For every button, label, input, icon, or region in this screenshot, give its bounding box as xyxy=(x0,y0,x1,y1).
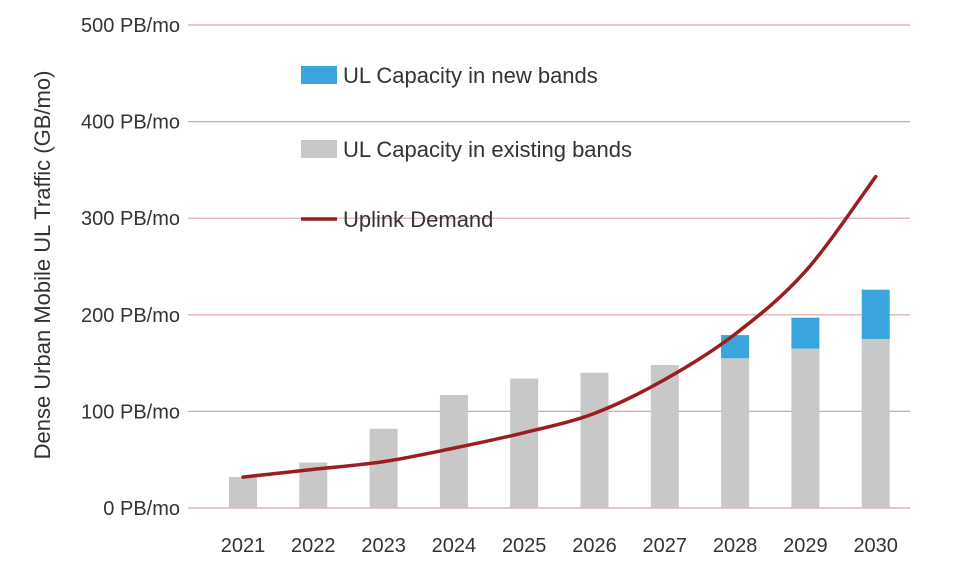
y-tick-label: 0 PB/mo xyxy=(103,498,180,520)
bar-existing-bands xyxy=(580,372,609,508)
legend-layer: UL Capacity in new bands UL Capacity in e… xyxy=(301,63,632,232)
legend-label: UL Capacity in new bands xyxy=(343,63,598,88)
bars-layer xyxy=(229,289,890,508)
bar-new-bands xyxy=(791,317,820,349)
y-tick-label: 500 PB/mo xyxy=(81,15,180,37)
bar-new-bands xyxy=(861,289,890,339)
y-axis-title: Dense Urban Mobile UL Traffic (GB/mo) xyxy=(30,71,55,460)
legend-label: Uplink Demand xyxy=(343,207,493,232)
x-tick-label: 2027 xyxy=(643,535,688,557)
x-tick-label: 2024 xyxy=(432,535,477,557)
bar-new-bands xyxy=(721,335,750,359)
y-tick-label: 100 PB/mo xyxy=(81,401,180,423)
legend-new-bands-swatch xyxy=(301,66,337,84)
axis-layer: 0 PB/mo 100 PB/mo 200 PB/mo 300 PB/mo 400 PB… xyxy=(81,15,898,557)
x-tick-label: 2026 xyxy=(572,535,617,557)
bar-existing-bands xyxy=(721,358,750,508)
x-tick-label: 2030 xyxy=(853,535,898,557)
bar-existing-bands xyxy=(229,477,257,508)
line-layer xyxy=(241,174,878,479)
x-tick-label: 2025 xyxy=(502,535,547,557)
x-tick-label: 2022 xyxy=(291,535,336,557)
legend-existing-bands-swatch xyxy=(301,140,337,158)
legend-label: UL Capacity in existing bands xyxy=(343,137,632,162)
bar-existing-bands xyxy=(369,428,398,508)
x-tick-label: 2028 xyxy=(713,535,758,557)
x-tick-label: 2023 xyxy=(361,535,406,557)
bar-existing-bands xyxy=(650,365,679,508)
x-tick-label: 2021 xyxy=(221,535,266,557)
bar-existing-bands xyxy=(510,378,539,508)
x-tick-label: 2029 xyxy=(783,535,828,557)
uplink-demand-line xyxy=(241,174,878,479)
bar-existing-bands xyxy=(791,348,820,508)
y-tick-label: 400 PB/mo xyxy=(81,112,180,134)
y-tick-label: 300 PB/mo xyxy=(81,208,180,230)
y-tick-label: 200 PB/mo xyxy=(81,305,180,327)
bar-existing-bands xyxy=(861,338,890,508)
